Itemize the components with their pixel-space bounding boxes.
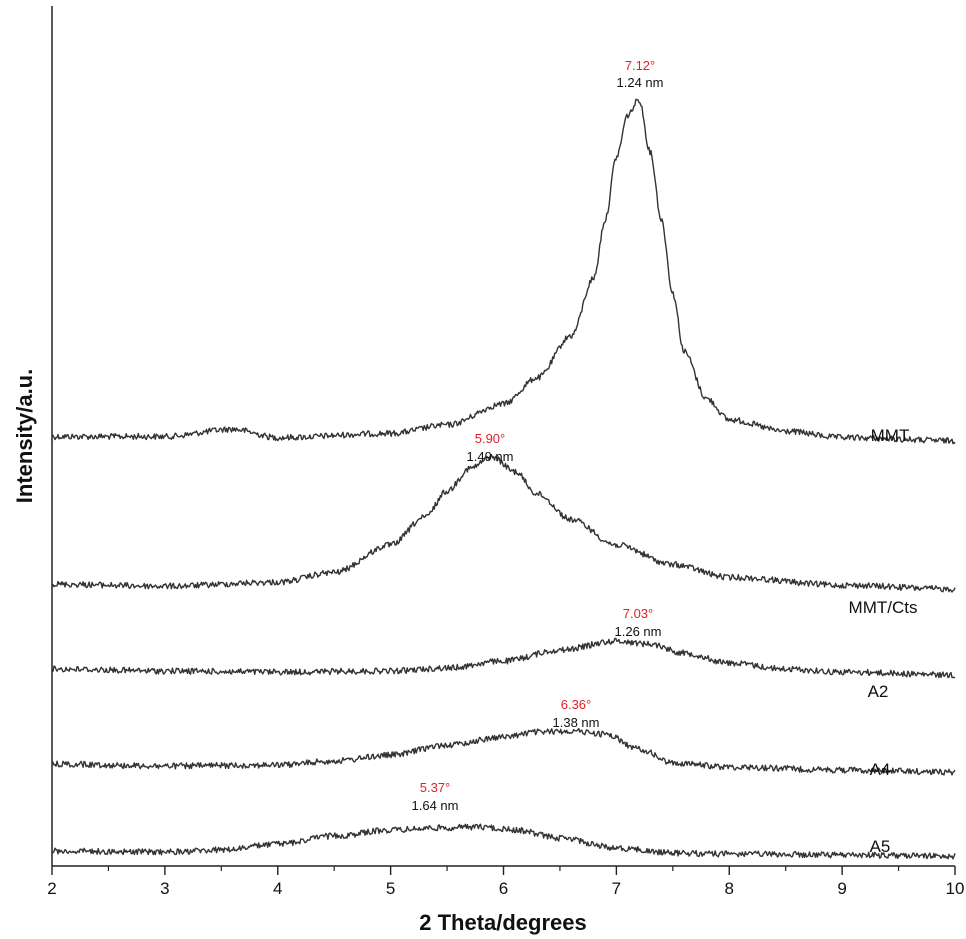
- peak-angle-label: 6.36°: [561, 697, 592, 712]
- series-label: MMT/Cts: [849, 598, 918, 617]
- x-tick-label: 9: [837, 879, 846, 898]
- peak-labels: 7.12° 1.24 nm 5.90° 1.49 nm 7.03° 1.26 nm 6.36…: [412, 58, 664, 813]
- peak-d-spacing-label: 1.24 nm: [617, 75, 664, 90]
- peak-d-spacing-label: 1.64 nm: [412, 798, 459, 813]
- series-label: MMT: [871, 426, 910, 445]
- peak-angle-label: 7.12°: [625, 58, 656, 73]
- x-tick-label: 2: [47, 879, 56, 898]
- y-axis-title: Intensity/a.u.: [12, 369, 37, 503]
- trace-mmt: [51, 98, 956, 445]
- series-label: A5: [870, 837, 891, 856]
- peak-d-spacing-label: 1.26 nm: [615, 624, 662, 639]
- peak-d-spacing-label: 1.38 nm: [553, 715, 600, 730]
- x-tick-label: 3: [160, 879, 169, 898]
- x-tick-label: 10: [946, 879, 965, 898]
- x-ticks: 2 3 4 5 6 7 8 9 10: [47, 866, 964, 898]
- x-tick-label: 8: [725, 879, 734, 898]
- x-tick-label: 7: [612, 879, 621, 898]
- trace-mmt-cts: [51, 454, 956, 593]
- peak-angle-label: 7.03°: [623, 606, 654, 621]
- series-labels: MMT MMT/Cts A2 A4 A5: [849, 426, 918, 856]
- series-label: A4: [870, 760, 891, 779]
- x-tick-label: 4: [273, 879, 282, 898]
- trace-a2: [51, 637, 956, 679]
- x-tick-label: 6: [499, 879, 508, 898]
- trace-a4: [51, 727, 956, 776]
- peak-angle-label: 5.90°: [475, 431, 506, 446]
- series-label: A2: [868, 682, 889, 701]
- peak-angle-label: 5.37°: [420, 780, 451, 795]
- x-axis-title: 2 Theta/degrees: [419, 910, 587, 935]
- peak-d-spacing-label: 1.49 nm: [467, 449, 514, 464]
- x-tick-label: 5: [386, 879, 395, 898]
- traces: [51, 98, 956, 860]
- trace-a5: [51, 823, 956, 860]
